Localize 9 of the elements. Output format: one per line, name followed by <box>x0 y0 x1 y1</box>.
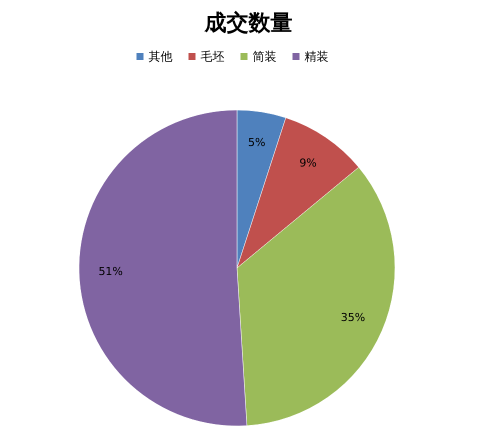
legend-label: 毛坯 <box>200 49 224 64</box>
legend-label: 简装 <box>252 49 276 64</box>
legend-label: 精装 <box>304 49 328 64</box>
chart-title: 成交数量 <box>204 10 292 36</box>
data-label: 9% <box>299 156 317 170</box>
data-label: 5% <box>248 136 266 150</box>
data-label: 35% <box>340 311 366 324</box>
legend-label: 其他 <box>148 49 172 64</box>
data-label: 51% <box>98 264 123 278</box>
